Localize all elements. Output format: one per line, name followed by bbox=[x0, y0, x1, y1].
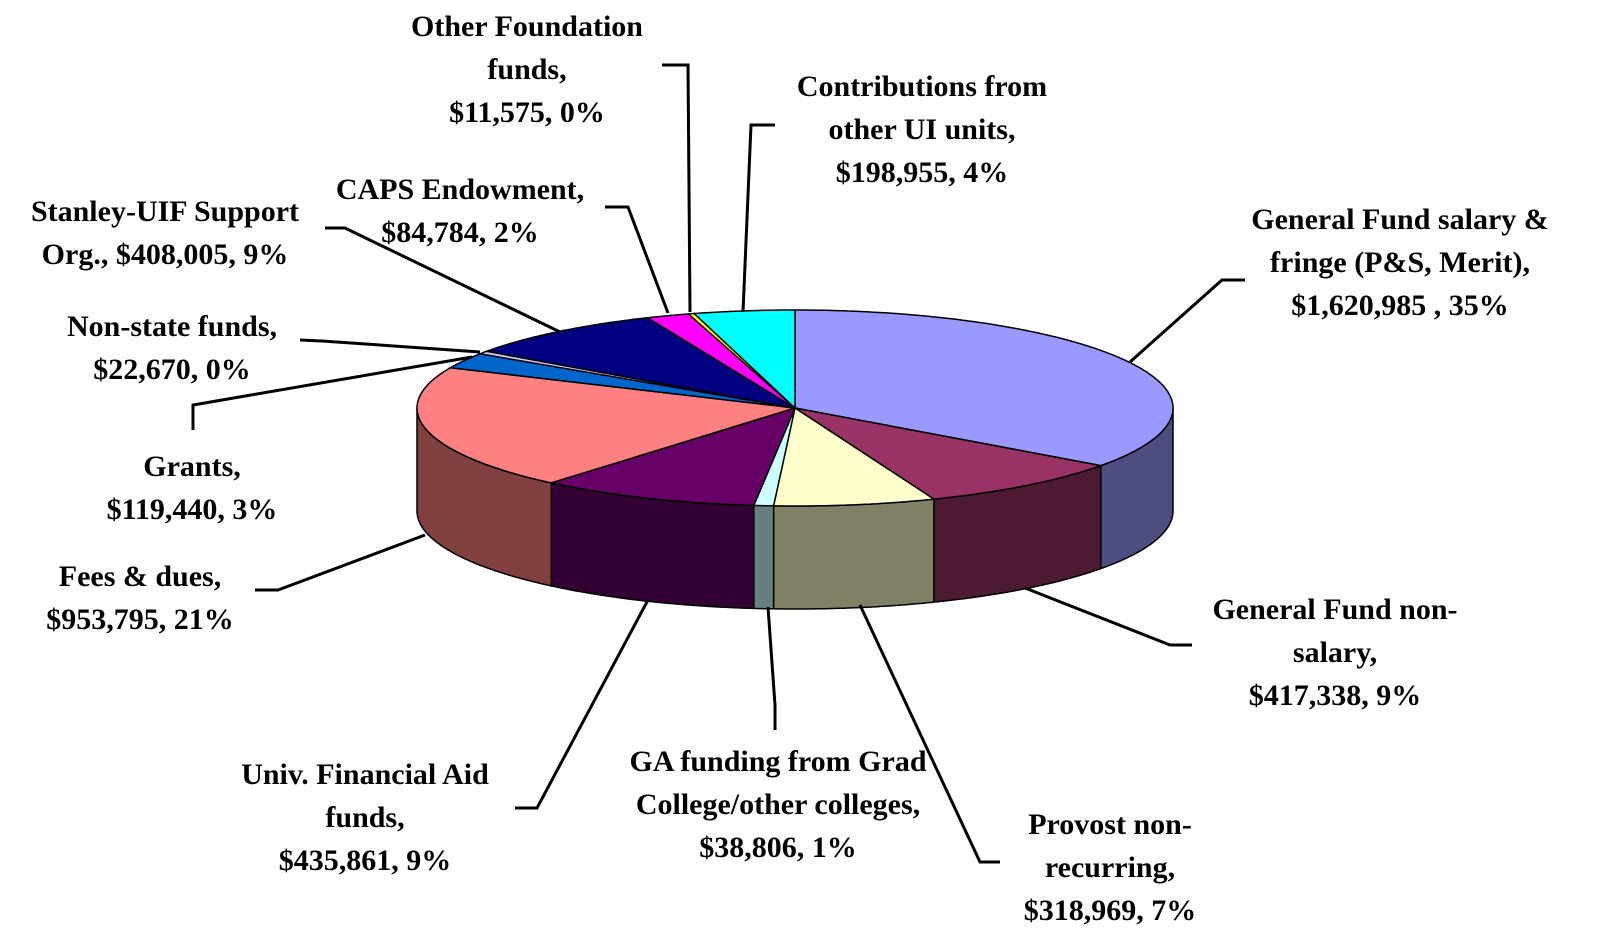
slice-label: Non-state funds, $22,670, 0% bbox=[32, 305, 312, 391]
slice bbox=[772, 406, 937, 507]
leader-line bbox=[766, 606, 777, 730]
leader-line bbox=[741, 123, 775, 313]
slice-side bbox=[753, 504, 775, 610]
slice-label: Univ. Financial Aid funds, $435,861, 9% bbox=[210, 753, 520, 882]
value-label: $1,620,985 , 35% bbox=[1291, 289, 1509, 322]
leader-lines bbox=[191, 63, 1245, 864]
category-label: General Fund non-salary, bbox=[1212, 593, 1458, 669]
leader-line bbox=[662, 63, 692, 313]
slice bbox=[551, 406, 797, 507]
leader-line bbox=[255, 533, 426, 592]
slices bbox=[416, 309, 1174, 610]
value-label: $84,784, 2% bbox=[381, 216, 539, 249]
slice-label: General Fund salary & fringe (P&S, Merit… bbox=[1248, 198, 1553, 327]
value-label: $318,969, 7% bbox=[1023, 894, 1197, 927]
value-label: $435,861, 9% bbox=[278, 844, 452, 877]
slice bbox=[794, 407, 1104, 500]
value-label: $198,955, 4% bbox=[835, 156, 1009, 189]
slice-side bbox=[772, 498, 935, 610]
slice bbox=[794, 309, 1174, 467]
slice-label: Provost non-recurring, $318,969, 7% bbox=[1005, 803, 1215, 932]
leader-line bbox=[191, 355, 473, 430]
category-label: Univ. Financial Aid funds, bbox=[241, 758, 489, 834]
slice-label: Other Foundation funds, $11,575, 0% bbox=[377, 5, 677, 134]
category-label: Fees & dues, bbox=[58, 560, 222, 593]
value-label: $408,005, 9% bbox=[115, 238, 289, 271]
category-label: Stanley-UIF Support Org., bbox=[30, 195, 300, 271]
slice-label: Stanley-UIF Support Org., $408,005, 9% bbox=[5, 190, 325, 276]
leader-line bbox=[858, 604, 1000, 864]
slice-label: CAPS Endowment, $84,784, 2% bbox=[300, 168, 620, 254]
slice-label: GA funding from Grad College/other colle… bbox=[628, 740, 928, 869]
category-label: CAPS Endowment, bbox=[335, 173, 585, 206]
category-label: GA funding from Grad College/other colle… bbox=[629, 745, 927, 821]
category-label: Non-state funds, bbox=[66, 310, 278, 343]
slice-label: General Fund non-salary, $417,338, 9% bbox=[1190, 588, 1480, 717]
slice-label: Contributions from other UI units, $198,… bbox=[762, 65, 1082, 194]
value-label: $417,338, 9% bbox=[1248, 679, 1422, 712]
category-label: Provost non-recurring, bbox=[1028, 808, 1192, 884]
leader-line bbox=[325, 226, 561, 334]
slice bbox=[416, 366, 796, 484]
category-label: Contributions from other UI units, bbox=[796, 70, 1048, 146]
value-label: $22,670, 0% bbox=[93, 353, 251, 386]
leader-line bbox=[1129, 278, 1245, 364]
value-label: $119,440, 3% bbox=[106, 493, 278, 526]
leader-line bbox=[605, 205, 670, 314]
category-label: Other Foundation funds, bbox=[411, 10, 643, 86]
value-label: $11,575, 0% bbox=[449, 96, 605, 129]
leader-line bbox=[515, 599, 650, 810]
category-label: General Fund salary & fringe (P&S, Merit… bbox=[1251, 203, 1549, 279]
slice bbox=[645, 313, 796, 409]
slice bbox=[447, 353, 796, 409]
value-label: $38,806, 1% bbox=[699, 831, 857, 864]
value-label: $953,795, 21% bbox=[46, 603, 234, 636]
slice-label: Fees & dues, $953,795, 21% bbox=[10, 555, 270, 641]
category-label: Grants, bbox=[143, 450, 241, 483]
leader-line bbox=[299, 338, 481, 354]
leader-line bbox=[1024, 586, 1192, 647]
slice-label: Grants, $119,440, 3% bbox=[67, 445, 317, 531]
